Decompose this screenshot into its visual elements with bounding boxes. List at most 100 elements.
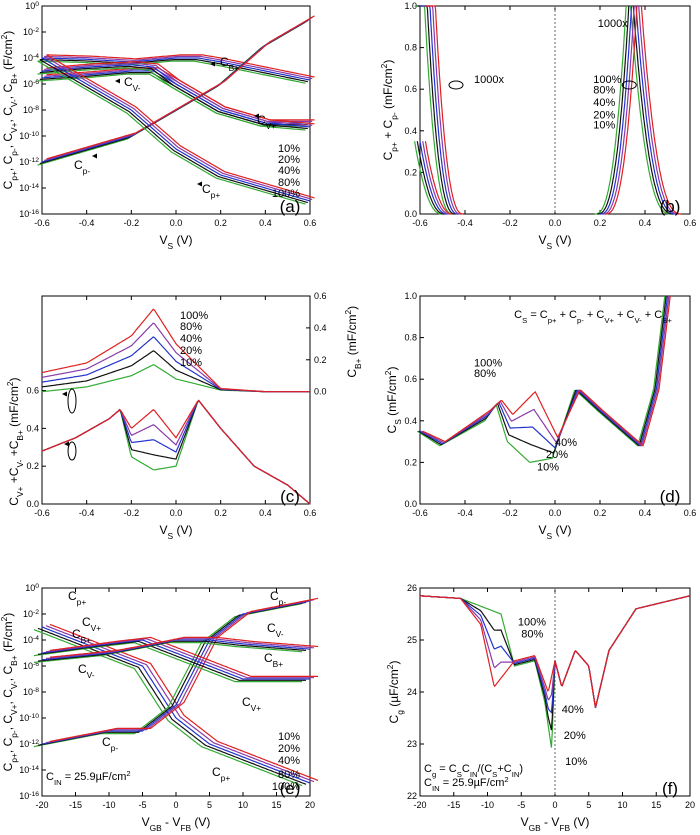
legend-entry: 20% [278, 154, 300, 166]
y-tick-label: 10-14 [19, 765, 39, 776]
panel-b: -0.6 -0.4 -0.2 0.0 0.2 0.4 0.6 0.0 0.2 0.4 0.6 0.8 1… [379, 1, 696, 251]
x-tick-label: 0.2 [214, 218, 227, 228]
series-Cp--4 [49, 597, 319, 742]
x-tick-label: -10 [481, 800, 494, 810]
x-axis-label: VS (V) [539, 523, 572, 541]
right-rise-1 [597, 5, 630, 215]
series-CB+-4 [46, 54, 315, 78]
plot-frame [41, 295, 311, 505]
legend-entry: 80% [180, 321, 202, 333]
x-tick-label: 15 [271, 800, 281, 810]
legend-entry: 80% [593, 84, 615, 96]
y-tick-label: 0.4 [26, 423, 39, 433]
y-axis-label: Cp+, Cp-, CV+, CV-, CB+ (F/cm2) [0, 613, 19, 772]
curve-label: CV- [267, 621, 284, 639]
right-fall-0 [630, 5, 671, 215]
series-CB+-3 [44, 55, 313, 80]
x-tick-label: -10 [102, 800, 115, 810]
x-tick-label: 0.0 [170, 218, 183, 228]
y2-tick-label: 0.2 [314, 355, 327, 365]
y-tick-label: 0.4 [404, 416, 417, 426]
cin-note: CIN = 25.9µF/cm2 [46, 769, 131, 787]
formula: CS = Cp+ + Cp- + CV+ + CV- + CB+ [514, 309, 672, 325]
series-Cp--0 [33, 603, 303, 748]
formula: Cg = CSCIN/(CS+CIN) [424, 763, 523, 779]
x-tick-label: 15 [651, 800, 661, 810]
y-tick-label: 10-2 [23, 609, 39, 620]
legend-entry: 100% [518, 616, 546, 628]
panel-label: (b) [660, 197, 681, 216]
cb-curve-4 [41, 308, 310, 393]
series-Cp+-2 [41, 57, 311, 202]
left-wall-4 [425, 5, 464, 215]
x-tick-label: 0 [173, 800, 178, 810]
x-tick-label: -20 [35, 800, 48, 810]
inner-left-0 [414, 141, 442, 215]
x-tick-label: -0.4 [457, 218, 473, 228]
x-tick-label: 0.0 [170, 508, 183, 518]
right-fall-4 [640, 5, 682, 215]
x-tick-label: 0.2 [214, 508, 227, 518]
legend-entry: 20% [180, 345, 202, 357]
y-tick-label: 26 [407, 583, 417, 593]
x-tick-label: -20 [413, 800, 426, 810]
series-CV+-0 [33, 641, 302, 683]
right-fall-3 [638, 5, 679, 215]
x-tick-label: -0.2 [502, 218, 518, 228]
x-tick-label: 0.4 [259, 508, 272, 518]
cb-curve-1 [41, 350, 310, 393]
curve-label: Cp- [270, 589, 286, 607]
curve-label: Cp- [74, 158, 90, 176]
y-tick-label: 0.6 [26, 386, 39, 396]
y-tick-label: 23 [407, 739, 417, 749]
y-tick-label: 0.6 [404, 84, 417, 94]
y-tick-label: 10-4 [23, 53, 39, 64]
cg-curve-4 [419, 595, 691, 708]
cb-curve-0 [41, 364, 310, 393]
cs-curve-2 [419, 295, 669, 449]
x-tick-label: 20 [685, 800, 695, 810]
legend-entry: 40% [180, 333, 202, 345]
legend-entry: 80% [278, 769, 300, 781]
inner-left-3 [422, 141, 450, 215]
curve-arrow [210, 61, 215, 67]
x-tick-label: -5 [138, 800, 146, 810]
axis-arrow [64, 441, 69, 447]
cs-curve-3 [421, 295, 670, 447]
series-CV+-3 [44, 62, 313, 126]
legend-entry: 40% [562, 704, 584, 716]
right-fall-2 [635, 5, 676, 215]
curve-label: CV+ [82, 615, 101, 633]
series-CV+-1 [39, 65, 308, 130]
x-axis-label: VGB - VFB (V) [142, 815, 211, 833]
annotation-1000x: 1000x [474, 74, 504, 86]
y-axis-label: CV+ +CV- +CB+ (mF/cm2) [5, 377, 25, 505]
series-CV+-3 [45, 638, 314, 679]
curve-label: CV+ [242, 695, 261, 713]
axis-arrow [62, 391, 67, 397]
x-tick-label: -5 [517, 800, 525, 810]
panel-e: -20 -15 -10 -5 0 5 10 15 20 10-16 10-14 10-12 10-10 1… [0, 583, 319, 833]
inner-left-4 [424, 141, 453, 215]
y-tick-label: 10-16 [19, 209, 39, 220]
x-axis-label: VS (V) [539, 233, 572, 251]
sum-curve-2 [41, 399, 311, 505]
y-tick-label: 0.0 [404, 209, 417, 219]
axis-ellipse [67, 441, 77, 461]
y-tick-label: 0.2 [26, 461, 39, 471]
series-CB+-1 [39, 59, 308, 83]
y-tick-label: 22 [407, 791, 417, 801]
x-tick-label: 0.4 [639, 218, 652, 228]
series-Cp+-1 [39, 59, 308, 204]
y-tick-label: 0.6 [404, 374, 417, 384]
x-tick-label: 0.4 [639, 508, 652, 518]
y-tick-label: 10-8 [23, 105, 39, 116]
y-tick-label: 100 [25, 583, 39, 594]
x-tick-label: 0.4 [259, 218, 272, 228]
y-tick-label: 10-16 [19, 791, 39, 802]
x-tick-label: 20 [305, 800, 315, 810]
x-tick-label: -0.2 [502, 508, 518, 518]
sum-curve-4 [41, 399, 311, 505]
series-Cp+-4 [46, 54, 315, 199]
cs-curve-4 [422, 295, 671, 447]
